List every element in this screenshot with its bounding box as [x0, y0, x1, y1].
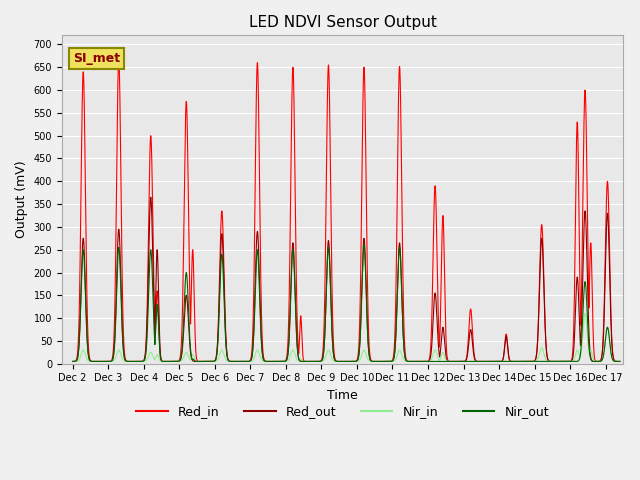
Nir_out — [415, 359, 422, 364]
Line: Red_in: Red_in — [72, 58, 620, 361]
Nir_out — [278, 359, 285, 364]
X-axis label: Time: Time — [327, 389, 358, 402]
Red_in — [616, 359, 624, 364]
Line: Red_out: Red_out — [72, 197, 620, 361]
Nir_out — [168, 359, 176, 364]
Red_out — [519, 359, 527, 364]
Red_out — [147, 194, 155, 200]
Line: Nir_in: Nir_in — [72, 313, 620, 361]
Nir_in — [477, 359, 485, 364]
Legend: Red_in, Red_out, Nir_in, Nir_out: Red_in, Red_out, Nir_in, Nir_out — [131, 400, 554, 423]
Nir_out — [519, 359, 527, 364]
Title: LED NDVI Sensor Output: LED NDVI Sensor Output — [249, 15, 436, 30]
Red_out — [168, 359, 176, 364]
Y-axis label: Output (mV): Output (mV) — [15, 161, 28, 239]
Red_in — [168, 359, 176, 364]
Nir_in — [616, 359, 624, 364]
Nir_out — [477, 359, 485, 364]
Red_out — [616, 359, 624, 364]
Red_in — [425, 358, 433, 363]
Nir_in — [519, 359, 527, 364]
Red_out — [425, 358, 433, 364]
Nir_out — [68, 359, 76, 364]
Nir_in — [581, 311, 589, 316]
Nir_out — [425, 359, 433, 364]
Red_in — [278, 359, 285, 364]
Text: SI_met: SI_met — [73, 52, 120, 65]
Nir_out — [616, 359, 624, 364]
Nir_in — [425, 359, 433, 364]
Red_out — [68, 359, 76, 364]
Red_in — [519, 359, 527, 364]
Red_in — [483, 359, 490, 364]
Red_out — [477, 359, 485, 364]
Nir_in — [397, 349, 404, 355]
Red_in — [115, 55, 123, 61]
Nir_in — [278, 359, 285, 364]
Nir_out — [397, 266, 404, 272]
Nir_in — [68, 359, 76, 364]
Nir_in — [168, 359, 176, 364]
Red_out — [397, 263, 404, 268]
Line: Nir_out: Nir_out — [72, 245, 620, 361]
Red_in — [68, 359, 76, 364]
Nir_in — [453, 359, 461, 364]
Nir_out — [360, 242, 368, 248]
Red_in — [477, 359, 485, 364]
Red_in — [397, 119, 404, 125]
Red_out — [278, 359, 285, 364]
Red_out — [483, 359, 490, 364]
